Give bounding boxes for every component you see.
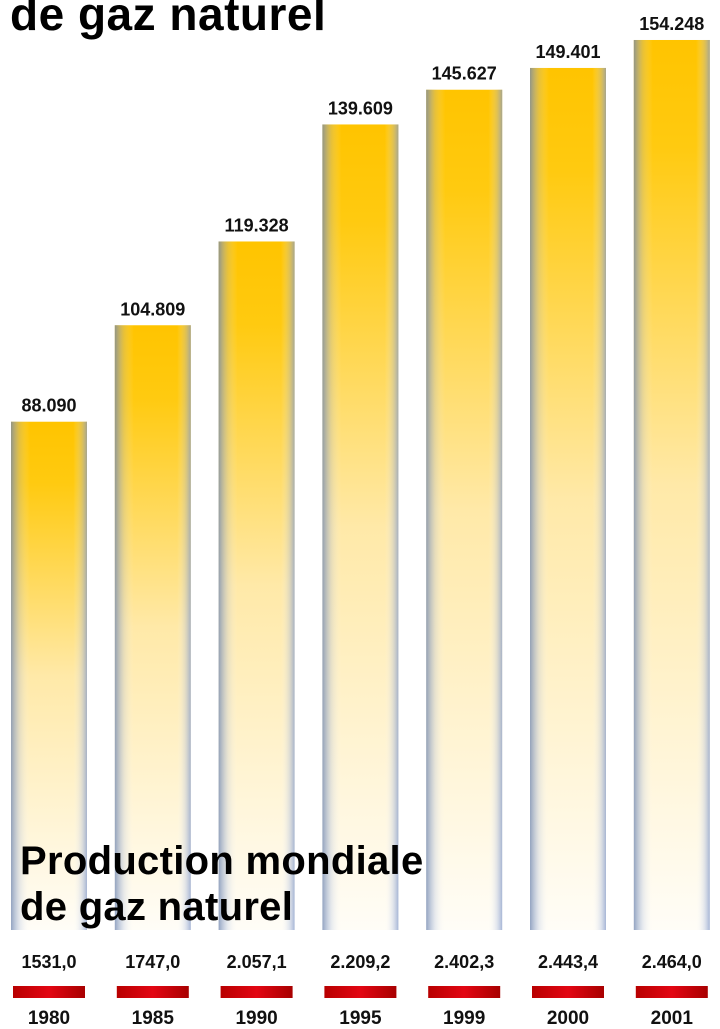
x-tick-label: 1980 xyxy=(28,1008,70,1029)
year-marker xyxy=(635,986,708,998)
secondary-value-label: 2.443,4 xyxy=(538,952,598,972)
year-marker xyxy=(13,986,85,998)
bar-shade-2001 xyxy=(633,39,710,931)
year-marker xyxy=(116,986,189,998)
secondary-value-label: 1531,0 xyxy=(21,952,76,972)
x-tick-label: 1985 xyxy=(132,1008,175,1029)
secondary-value-label: 2.209,2 xyxy=(330,952,390,972)
secondary-value-label: 2.057,1 xyxy=(227,952,287,972)
top-title: de gaz naturel xyxy=(10,0,327,40)
x-tick-label: 1990 xyxy=(235,1008,277,1029)
x-tick-label: 1999 xyxy=(443,1008,485,1029)
bar-shade-1990 xyxy=(218,241,295,931)
chart-title-line-1: Production mondiale xyxy=(20,839,424,883)
chart-title-line-2: de gaz naturel xyxy=(20,885,294,929)
x-tick-label: 2000 xyxy=(547,1008,589,1029)
year-marker xyxy=(428,986,501,998)
year-marker xyxy=(220,986,293,998)
bar-shade-2000 xyxy=(530,67,606,930)
bar-value-label: 139.609 xyxy=(328,98,393,118)
bar-value-label: 119.328 xyxy=(225,215,289,235)
year-marker xyxy=(324,986,397,998)
bar-value-label: 104.809 xyxy=(120,299,185,319)
x-tick-label: 1995 xyxy=(339,1008,382,1029)
bar-shade-1980 xyxy=(11,421,87,930)
bar-value-label: 88.090 xyxy=(21,396,76,416)
bar-shade-1995 xyxy=(322,124,399,931)
bar-value-label: 149.401 xyxy=(535,42,600,62)
bar-shade-1985 xyxy=(114,325,191,930)
year-marker xyxy=(532,986,604,998)
secondary-value-label: 1747,0 xyxy=(125,952,180,972)
x-tick-label: 2001 xyxy=(651,1008,694,1029)
bar-value-label: 145.627 xyxy=(432,64,497,84)
secondary-value-label: 2.464,0 xyxy=(642,952,702,972)
chart-title: Production mondiale de gaz naturel xyxy=(20,838,424,930)
secondary-value-label: 2.402,3 xyxy=(434,952,494,972)
bar-shade-1999 xyxy=(426,89,503,931)
bar-value-label: 154.248 xyxy=(639,14,704,34)
